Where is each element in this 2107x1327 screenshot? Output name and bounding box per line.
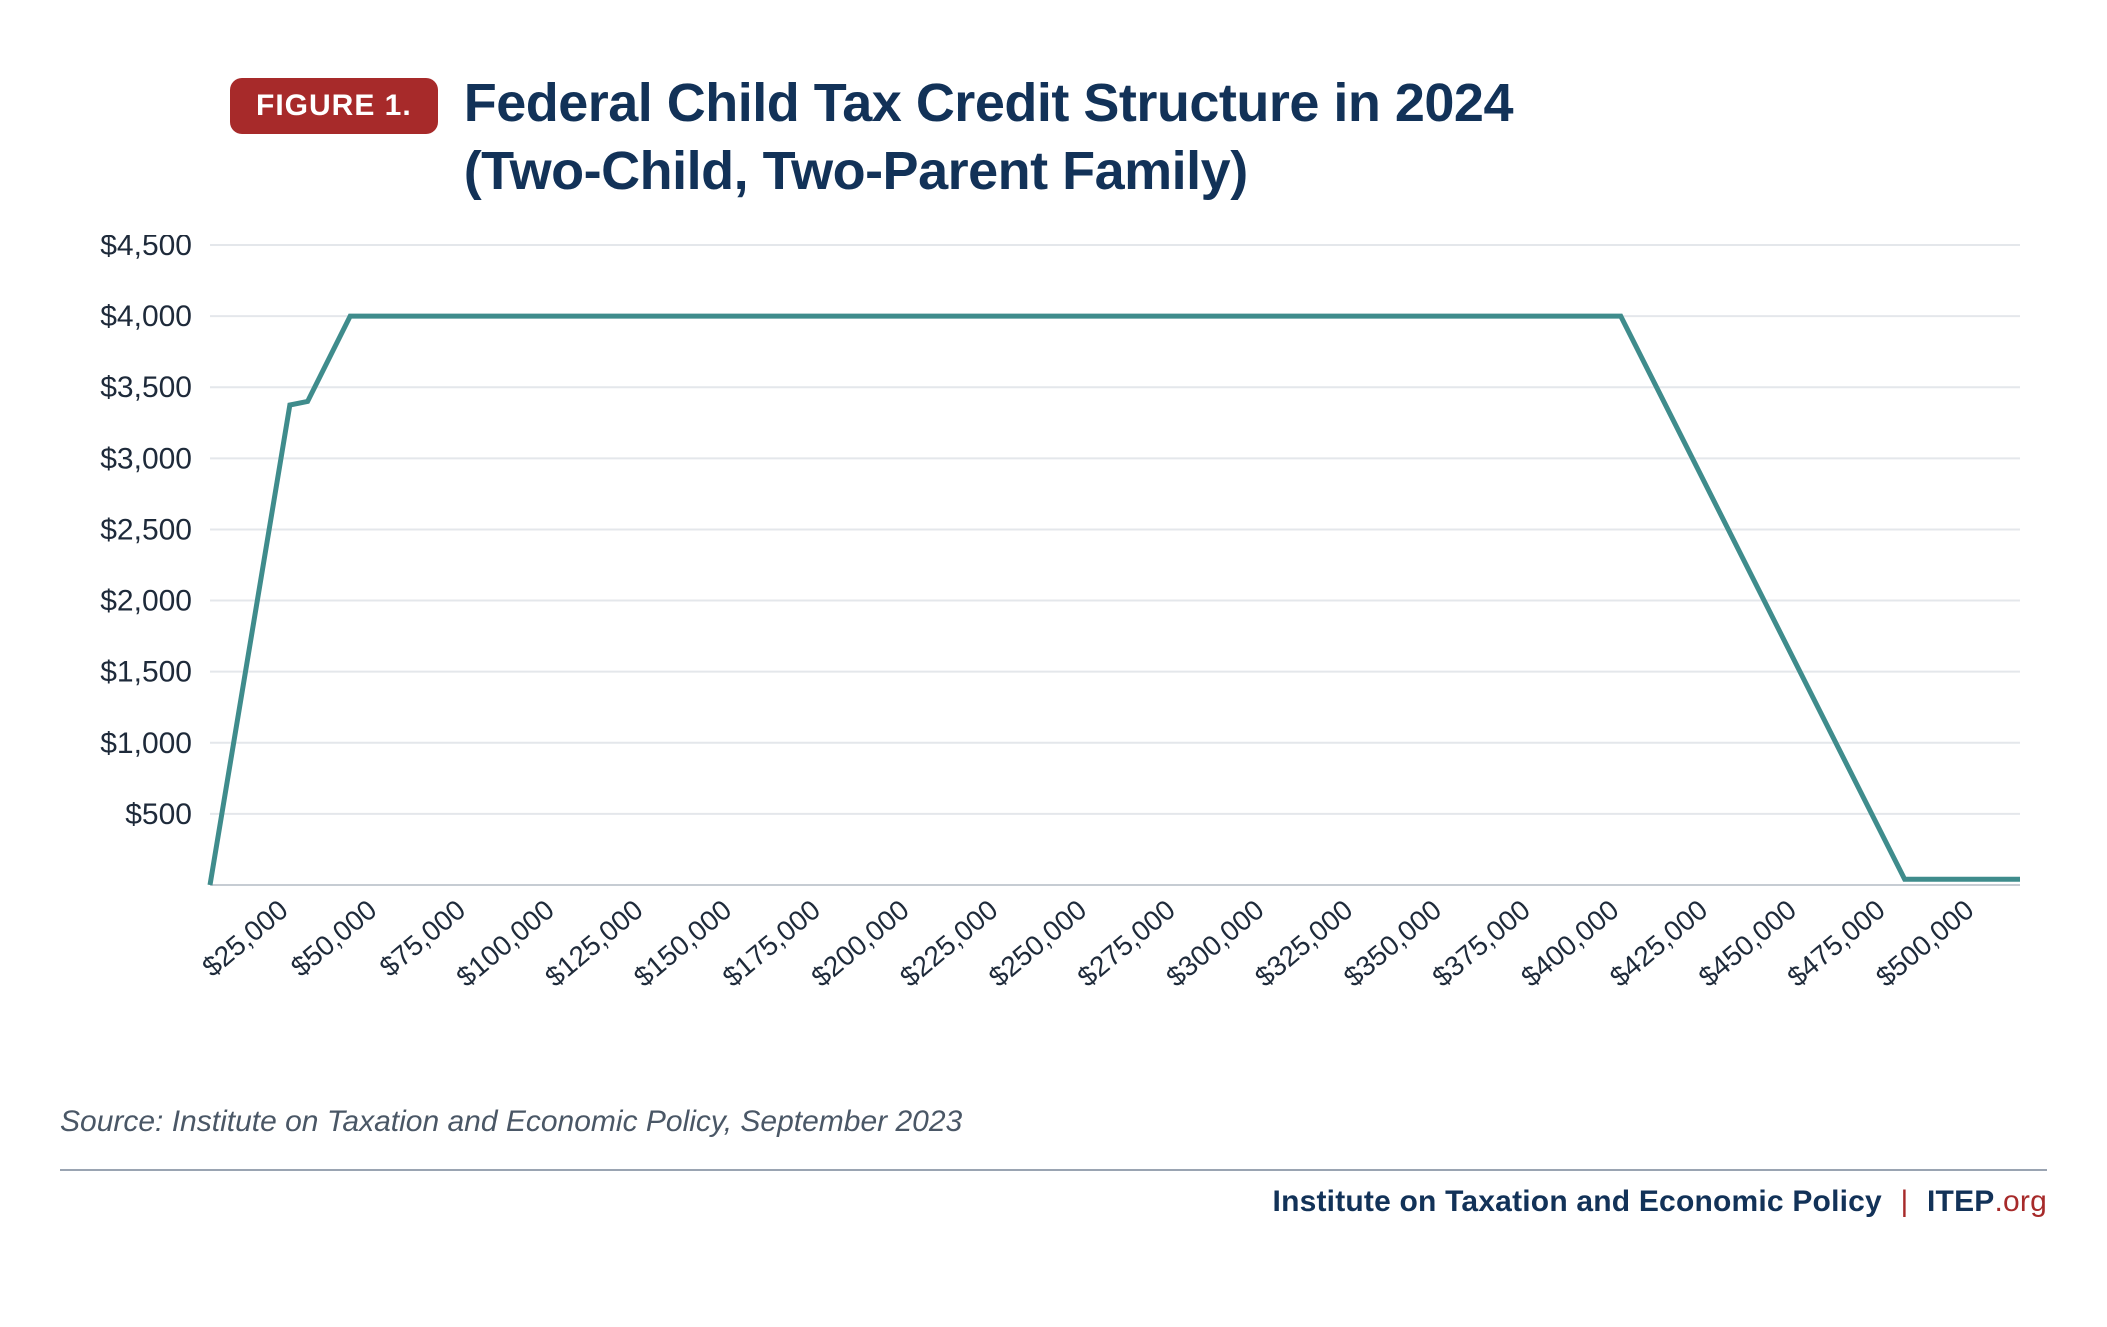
x-tick-label: $225,000 [894, 894, 1003, 993]
x-tick-label: $125,000 [539, 894, 648, 993]
title-line-2: (Two-Child, Two-Parent Family) [464, 141, 1248, 201]
x-tick-label: $400,000 [1515, 894, 1624, 993]
y-tick-label: $2,500 [100, 513, 192, 546]
x-tick-label: $275,000 [1072, 894, 1181, 993]
footer-brand-suffix: .org [1995, 1185, 2048, 1218]
y-tick-label: $1,000 [100, 727, 192, 760]
x-tick-label: $325,000 [1249, 894, 1358, 993]
figure-badge: FIGURE 1. [230, 78, 438, 134]
y-tick-label: $2,000 [100, 585, 192, 618]
x-tick-label: $250,000 [983, 894, 1092, 993]
x-tick-label: $500,000 [1870, 894, 1979, 993]
x-tick-label: $200,000 [805, 894, 914, 993]
x-tick-label: $425,000 [1604, 894, 1713, 993]
y-tick-label: $3,500 [100, 371, 192, 404]
y-tick-label: $4,000 [100, 300, 192, 333]
footer-rule [60, 1169, 2047, 1171]
footer: Institute on Taxation and Economic Polic… [60, 1185, 2047, 1219]
y-tick-label: $4,500 [100, 235, 192, 262]
x-tick-label: $50,000 [285, 894, 382, 983]
x-tick-label: $350,000 [1338, 894, 1447, 993]
x-tick-label: $25,000 [196, 894, 293, 983]
x-tick-label: $450,000 [1693, 894, 1802, 993]
header: FIGURE 1. Federal Child Tax Credit Struc… [230, 70, 2047, 205]
x-tick-label: $100,000 [450, 894, 559, 993]
y-tick-label: $3,000 [100, 442, 192, 475]
x-tick-label: $175,000 [717, 894, 826, 993]
footer-org: Institute on Taxation and Economic Polic… [1273, 1185, 1882, 1218]
x-tick-label: $300,000 [1160, 894, 1269, 993]
footer-brand: ITEP [1927, 1185, 1994, 1218]
chart-title: Federal Child Tax Credit Structure in 20… [464, 70, 1513, 205]
x-tick-label: $475,000 [1781, 894, 1890, 993]
line-chart: $500 $1,000 $1,500 $2,000 $2,500 $3,000 $3,500… [60, 235, 2047, 1065]
footer-separator: | [1900, 1185, 1908, 1218]
x-tick-label: $375,000 [1426, 894, 1535, 993]
title-line-1: Federal Child Tax Credit Structure in 20… [464, 73, 1513, 133]
chart-svg: $500 $1,000 $1,500 $2,000 $2,500 $3,000 $3,500… [60, 235, 2040, 1065]
source-line: Source: Institute on Taxation and Econom… [60, 1105, 2047, 1139]
y-tick-label: $500 [125, 798, 192, 831]
x-tick-label: $150,000 [628, 894, 737, 993]
y-tick-label: $1,500 [100, 656, 192, 689]
